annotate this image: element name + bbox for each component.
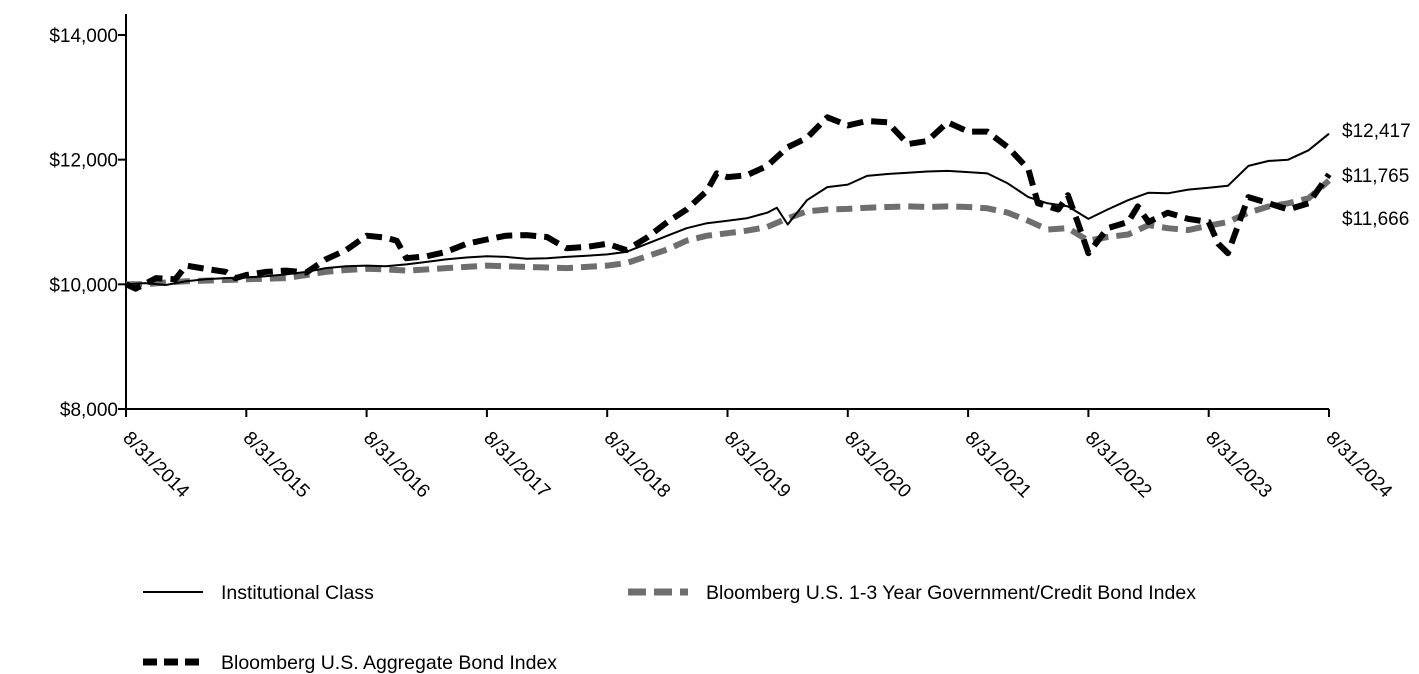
- end-value-label: $11,666: [1342, 209, 1409, 230]
- series-line-0: [125, 132, 1330, 286]
- end-value-label: $11,765: [1342, 166, 1409, 187]
- x-tick-label: 8/31/2016: [359, 428, 434, 503]
- chart-axes: [118, 14, 1330, 417]
- x-tick-label: 8/31/2015: [239, 428, 314, 503]
- y-tick-label: $10,000: [49, 275, 118, 296]
- end-value-label: $12,417: [1342, 121, 1411, 142]
- x-tick-label: 8/31/2023: [1201, 428, 1276, 503]
- y-tick-label: $12,000: [49, 151, 118, 172]
- y-tick-label: $8,000: [60, 400, 118, 421]
- x-tick-label: 8/31/2014: [118, 428, 193, 503]
- x-tick-label: 8/31/2017: [479, 428, 554, 503]
- x-tick-label: 8/31/2019: [720, 428, 795, 503]
- x-tick-label: 8/31/2020: [840, 428, 915, 503]
- x-tick-label: 8/31/2022: [1081, 428, 1156, 503]
- series-line-1: [124, 114, 1332, 292]
- y-tick-label: $14,000: [49, 26, 118, 47]
- chart-series-layer: [124, 114, 1332, 292]
- x-tick-label: 8/31/2021: [961, 428, 1036, 503]
- x-tick-label: 8/31/2024: [1321, 428, 1396, 503]
- chart-labels-layer: $8,000 $10,000 $12,000 $14,000 8/31/2014 8/31…: [49, 26, 1410, 503]
- series-line-2: [126, 178, 1331, 288]
- x-tick-label: 8/31/2018: [600, 428, 675, 503]
